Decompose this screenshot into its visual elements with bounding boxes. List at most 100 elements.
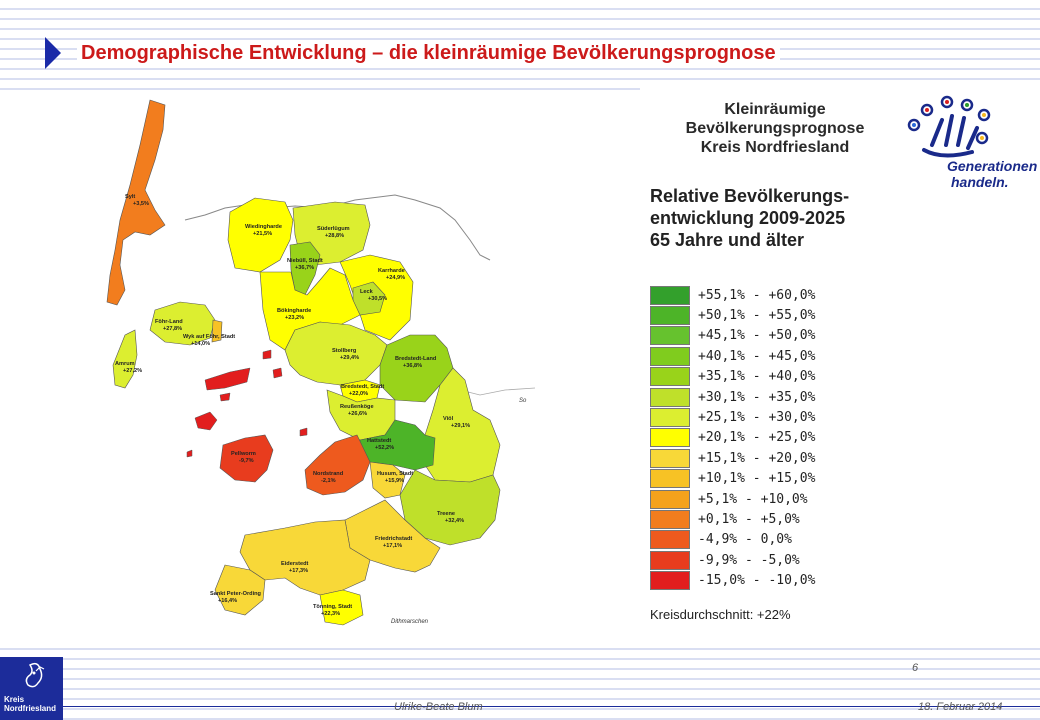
region-value-label: -2,1% <box>321 478 336 484</box>
presentation-date: 18. Februar 2014 <box>918 701 1003 713</box>
title-bar: Demographische Entwicklung – die kleinrä… <box>45 37 780 69</box>
district-map: Sylt+3,5% Föhr-Land+27,8%Wyk auf Föhr, St… <box>106 99 536 626</box>
region-sylt[interactable] <box>106 99 166 306</box>
legend-swatch <box>650 346 690 366</box>
region-value-label: +29,4% <box>340 355 359 361</box>
region-hallig <box>262 349 272 360</box>
region-name-label: Husum, Stadt <box>377 471 413 477</box>
region-name-label: Viöl <box>443 416 454 422</box>
kreis-line1: Kreis <box>4 695 25 704</box>
legend-swatch <box>650 530 690 550</box>
logo-text: Generationen handeln. <box>947 158 1037 190</box>
legend-label: +35,1% - +40,0% <box>698 369 816 385</box>
region-st-peter-ording[interactable] <box>214 564 266 616</box>
region-wyk[interactable] <box>211 319 223 343</box>
author-name: Ulrike-Beate Blum <box>394 701 483 713</box>
region-boekingharde[interactable] <box>259 267 361 351</box>
legend-row: +35,1% - +40,0% <box>650 367 815 387</box>
region-name-label: Friedrichstadt <box>375 536 412 542</box>
region-value-label: +27,2% <box>123 368 142 374</box>
region-amrum[interactable] <box>112 329 138 389</box>
heading2-line: 65 Jahre und älter <box>650 230 805 250</box>
legend-swatch <box>650 306 690 326</box>
region-name-label: Sylt <box>125 194 135 200</box>
footer-divider <box>0 706 1040 707</box>
region-value-label: +16,4% <box>218 598 237 604</box>
region-value-label: +22,3% <box>321 611 340 617</box>
legend-swatch <box>650 285 690 305</box>
legend-label: -9,9% - -5,0% <box>698 552 800 568</box>
region-hallig <box>186 449 193 458</box>
region-foehr-land[interactable] <box>149 301 216 346</box>
kreis-line2: Nordfriesland <box>4 704 57 713</box>
region-hallig <box>204 367 251 391</box>
region-value-label: +29,1% <box>451 423 470 429</box>
region-value-label: +52,2% <box>375 445 394 451</box>
legend-row: +15,1% - +20,0% <box>650 448 815 468</box>
legend-swatch <box>650 489 690 509</box>
legend-row: +5,1% - +10,0% <box>650 489 815 509</box>
footer-stripes <box>0 640 1040 720</box>
region-value-label: +14,0% <box>191 341 210 347</box>
heading2-line: entwicklung 2009-2025 <box>650 208 846 228</box>
region-name-label: Wyk auf Föhr, Stadt <box>183 334 235 340</box>
logo-line: handeln. <box>951 174 1009 190</box>
legend-swatch <box>650 550 690 570</box>
region-value-label: +28,8% <box>325 233 344 239</box>
region-value-label: +22,0% <box>349 391 368 397</box>
page-title: Demographische Entwicklung – die kleinrä… <box>77 41 780 65</box>
region-name-label: Nordstrand <box>313 471 344 477</box>
region-hallig <box>272 367 283 379</box>
region-name-label: Bredstedt-Land <box>395 356 437 362</box>
legend-panel: Kleinräumige Bevölkerungsprognose Kreis … <box>640 80 1040 640</box>
region-hallig <box>299 427 308 437</box>
legend-label: +50,1% - +55,0% <box>698 308 816 324</box>
legend-label: +40,1% - +45,0% <box>698 348 816 364</box>
legend-swatch <box>650 326 690 346</box>
logo-line: Generationen <box>947 158 1038 174</box>
region-toenning[interactable] <box>319 589 364 626</box>
region-name-label: Eiderstedt <box>281 561 308 567</box>
region-name-label: Bökingharde <box>277 308 311 314</box>
legend-row: +55,1% - +60,0% <box>650 285 815 305</box>
region-name-label: Karrharde <box>378 268 405 274</box>
region-name-label: Wiedingharde <box>245 224 282 230</box>
region-value-label: +30,5% <box>368 296 387 302</box>
region-name-label: Niebüll, Stadt <box>287 258 323 264</box>
region-name-label: Tönning, Stadt <box>313 604 352 610</box>
map-labels: Sylt+3,5% Föhr-Land+27,8%Wyk auf Föhr, St… <box>115 194 470 617</box>
map-panel: Sylt +3,5% Föhr-Land +27,8% Wyk auf Föhr, St… <box>95 90 536 635</box>
legend-label: -15,0% - -10,0% <box>698 573 816 589</box>
legend-row: +45,1% - +50,0% <box>650 326 815 346</box>
legend-swatch <box>650 509 690 529</box>
legend-swatch <box>650 448 690 468</box>
neighbour-label-dithmarschen: Dithmarschen <box>391 619 429 625</box>
legend-heading: Relative Bevölkerungs- entwicklung 2009-… <box>650 185 910 251</box>
heading2-line: Relative Bevölkerungs- <box>650 186 850 206</box>
legend-label: +55,1% - +60,0% <box>698 287 816 303</box>
legend-swatch <box>650 571 690 591</box>
heading1-line: Bevölkerungsprognose <box>685 120 865 137</box>
color-legend: +55,1% - +60,0% +50,1% - +55,0% +45,1% - +… <box>650 285 815 591</box>
region-wiedingharde[interactable] <box>227 197 294 273</box>
generationen-logo: Generationen handeln. <box>902 90 1040 190</box>
kreis-nordfriesland-logo: Kreis Nordfriesland <box>0 657 63 720</box>
border-line <box>184 194 491 261</box>
region-value-label: +36,8% <box>403 363 422 369</box>
region-name-label: Treene <box>437 511 455 517</box>
kreis-text: Kreis Nordfriesland <box>4 695 56 713</box>
prognosis-heading: Kleinräumige Bevölkerungsprognose Kreis … <box>640 100 910 157</box>
hands-icon <box>907 95 991 158</box>
region-name-label: Pellworm <box>231 451 256 457</box>
legend-row: +20,1% - +25,0% <box>650 428 815 448</box>
region-name-label: Hattstedt <box>367 438 391 444</box>
region-value-label: -9,7% <box>239 458 254 464</box>
region-nordstrand[interactable] <box>304 434 371 496</box>
region-pellworm[interactable] <box>219 434 274 483</box>
region-value-label: +17,1% <box>383 543 402 549</box>
legend-label: +0,1% - +5,0% <box>698 511 800 527</box>
region-niebuell[interactable] <box>289 241 321 296</box>
legend-label: +20,1% - +25,0% <box>698 430 816 446</box>
region-value-label: +21,5% <box>253 231 272 237</box>
region-value-label: +26,6% <box>348 411 367 417</box>
